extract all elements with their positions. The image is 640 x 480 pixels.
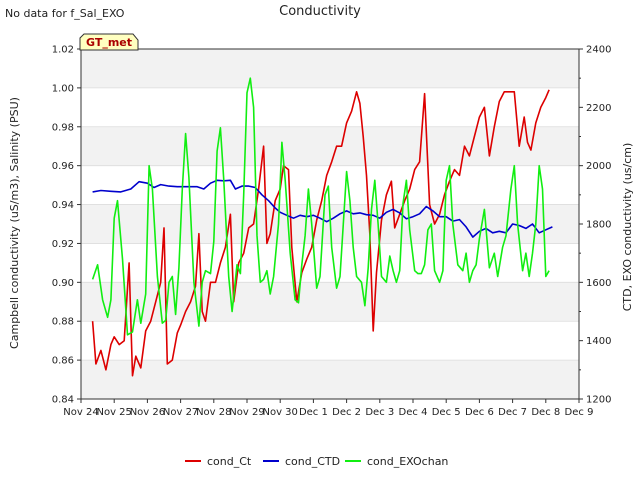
y-left-tick-label: 0.88 [52, 317, 74, 328]
x-tick-label: Nov 26 [130, 407, 165, 418]
x-tick-label: Nov 24 [63, 407, 98, 418]
y-left-tick-label: 1.02 [52, 45, 74, 56]
y-right-tick-label: 1400 [586, 336, 611, 347]
no-data-note: No data for f_Sal_EXO [5, 7, 125, 20]
y-axis-left-label: Campbell conductivity (uS/m3), Salinity … [8, 97, 21, 349]
x-tick-label: Dec 2 [332, 407, 361, 418]
y-axis-right-label: CTD, EXO conductivity (us/cm) [621, 143, 634, 312]
y-left-tick-label: 0.86 [52, 356, 74, 367]
y-right-tick-label: 2200 [586, 103, 611, 114]
y-axis-right: 1200 1400 1600 1800 2000 2200 2400 [579, 45, 611, 406]
x-tick-label: Dec 8 [531, 407, 560, 418]
y-left-tick-label: 0.90 [52, 278, 74, 289]
y-left-tick-label: 0.92 [52, 239, 74, 250]
y-right-tick-label: 2400 [586, 45, 611, 56]
legend-label-cond_EXOchan: cond_EXOchan [367, 455, 448, 468]
y-left-tick-label: 1.00 [52, 83, 74, 94]
x-tick-label: Dec 4 [399, 407, 428, 418]
y-left-tick-label: 0.96 [52, 161, 74, 172]
x-tick-label: Nov 27 [163, 407, 198, 418]
x-tick-label: Dec 6 [465, 407, 494, 418]
y-left-tick-label: 0.84 [52, 395, 74, 406]
legend: cond_Ct cond_CTD cond_EXOchan [185, 455, 448, 468]
gt-met-badge: GT_met [79, 33, 139, 51]
x-tick-label: Dec 7 [498, 407, 527, 418]
y-right-tick-label: 1200 [586, 395, 611, 406]
x-tick-label: Nov 25 [96, 407, 131, 418]
grid-band [81, 126, 579, 166]
y-right-tick-label: 2000 [586, 161, 611, 172]
x-tick-label: Nov 30 [262, 407, 297, 418]
x-tick-label: Nov 29 [229, 407, 264, 418]
y-right-tick-label: 1600 [586, 278, 611, 289]
chart-title: Conductivity [279, 4, 361, 19]
series-line-cond_EXOchan [91, 77, 550, 336]
x-tick-label: Dec 1 [299, 407, 328, 418]
x-tick-label: Dec 3 [365, 407, 394, 418]
grid-band [81, 360, 579, 399]
grid-bands [81, 48, 579, 400]
y-left-tick-label: 0.94 [52, 200, 74, 211]
grid-band [81, 49, 579, 88]
x-tick-label: Nov 28 [196, 407, 231, 418]
x-tick-label: Dec 9 [565, 407, 594, 418]
y-right-tick-label: 1800 [586, 220, 611, 231]
legend-label-cond_CTD: cond_CTD [285, 455, 340, 468]
y-left-tick-label: 0.98 [52, 122, 74, 133]
grid-band [81, 282, 579, 322]
y-axis-left: 0.84 0.86 0.88 0.90 0.92 0.94 0.96 0.98 1.00 1.02 [52, 45, 81, 406]
gt-met-badge-label: GT_met [86, 36, 132, 49]
series-line-cond_CTD [92, 179, 553, 238]
legend-label-cond_Ct: cond_Ct [207, 455, 252, 468]
x-tick-label: Dec 5 [432, 407, 461, 418]
series-layer [91, 77, 553, 377]
